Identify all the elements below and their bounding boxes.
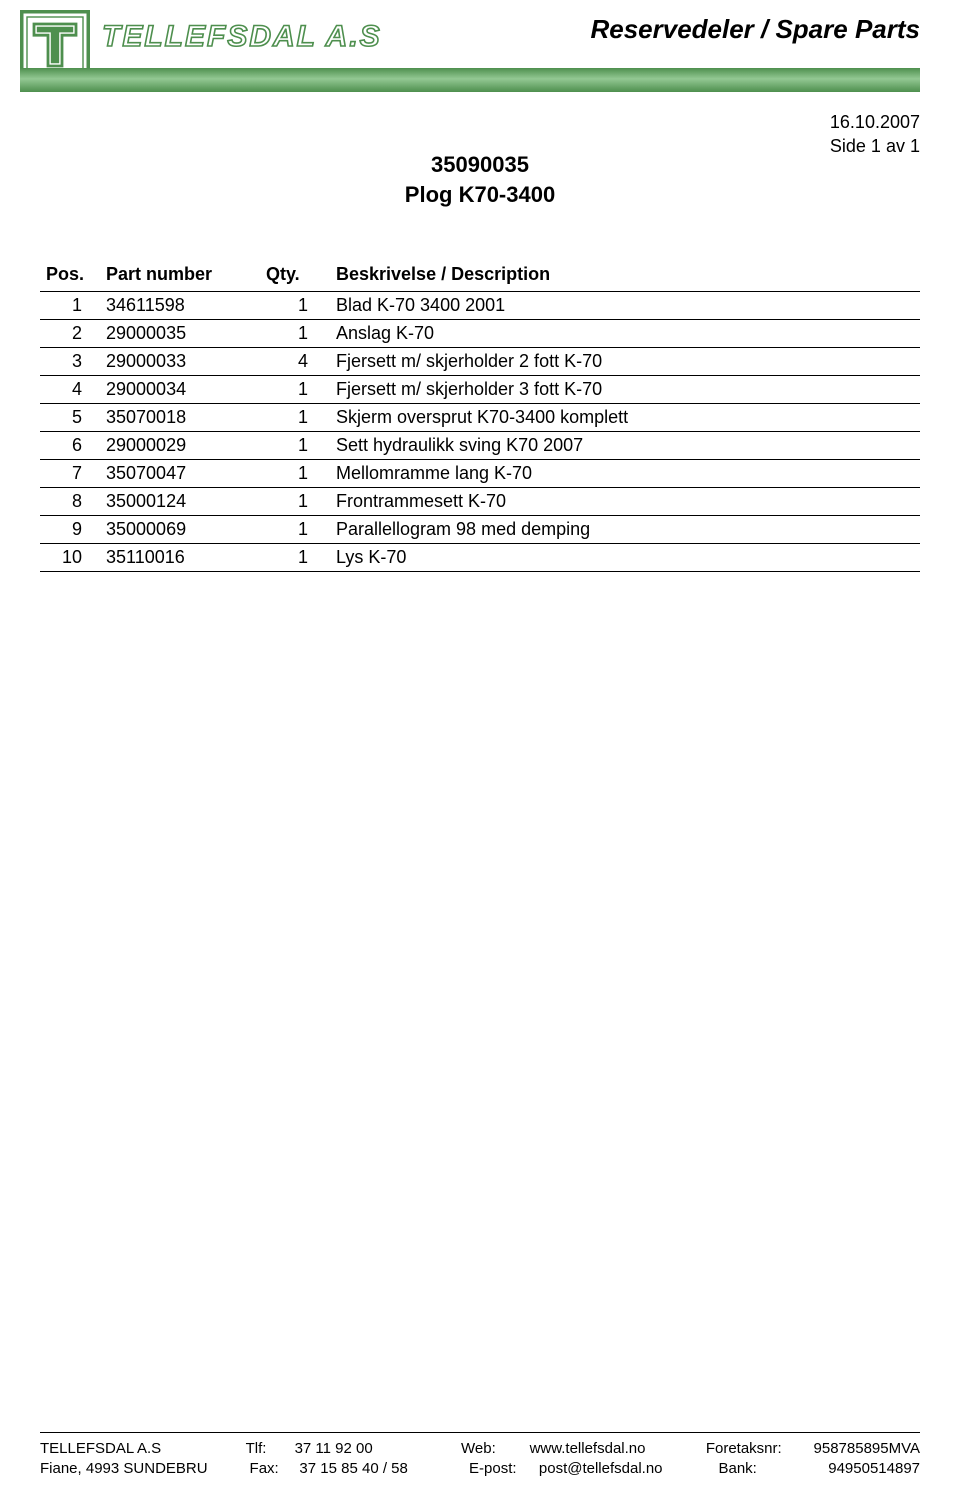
- cell-part: 29000033: [100, 348, 260, 376]
- footer-web-label: Web:: [461, 1439, 530, 1459]
- document-title: Plog K70-3400: [0, 180, 960, 210]
- table-row: 8350001241Frontrammesett K-70: [40, 488, 920, 516]
- cell-qty: 1: [260, 516, 330, 544]
- company-name: TELLEFSDAL A.S: [102, 10, 522, 65]
- table-header-row: Pos. Part number Qty. Beskrivelse / Desc…: [40, 260, 920, 292]
- cell-pos: 9: [40, 516, 100, 544]
- cell-desc: Frontrammesett K-70: [330, 488, 920, 516]
- footer-row-2: Fiane, 4993 SUNDEBRU Fax: 37 15 85 40 / …: [40, 1459, 920, 1479]
- cell-pos: 10: [40, 544, 100, 572]
- cell-desc: Fjersett m/ skjerholder 3 fott K-70: [330, 376, 920, 404]
- footer-web-value: www.tellefsdal.no: [530, 1439, 706, 1459]
- cell-desc: Skjerm oversprut K70-3400 komplett: [330, 404, 920, 432]
- page-footer: TELLEFSDAL A.S Tlf: 37 11 92 00 Web: www…: [0, 1422, 960, 1493]
- footer-email-value: post@tellefsdal.no: [539, 1459, 719, 1479]
- cell-desc: Anslag K-70: [330, 320, 920, 348]
- parts-table-container: Pos. Part number Qty. Beskrivelse / Desc…: [40, 260, 920, 572]
- cell-pos: 3: [40, 348, 100, 376]
- footer-bank-value: 94950514897: [828, 1459, 920, 1479]
- cell-pos: 8: [40, 488, 100, 516]
- cell-desc: Blad K-70 3400 2001: [330, 292, 920, 320]
- footer-address: Fiane, 4993 SUNDEBRU: [40, 1459, 250, 1479]
- cell-qty: 1: [260, 460, 330, 488]
- header-desc: Beskrivelse / Description: [330, 260, 920, 292]
- document-date: 16.10.2007: [830, 110, 920, 134]
- cell-part: 29000035: [100, 320, 260, 348]
- table-row: 4290000341Fjersett m/ skjerholder 3 fott…: [40, 376, 920, 404]
- cell-part: 35070018: [100, 404, 260, 432]
- cell-part: 35110016: [100, 544, 260, 572]
- table-row: 3290000334Fjersett m/ skjerholder 2 fott…: [40, 348, 920, 376]
- header-pos: Pos.: [40, 260, 100, 292]
- table-row: 6290000291Sett hydraulikk sving K70 2007: [40, 432, 920, 460]
- cell-desc: Mellomramme lang K-70: [330, 460, 920, 488]
- header-qty: Qty.: [260, 260, 330, 292]
- footer-bank-label: Bank:: [718, 1459, 828, 1479]
- cell-qty: 1: [260, 404, 330, 432]
- cell-qty: 1: [260, 320, 330, 348]
- header-gradient-bar: [20, 68, 920, 92]
- cell-desc: Fjersett m/ skjerholder 2 fott K-70: [330, 348, 920, 376]
- cell-qty: 1: [260, 432, 330, 460]
- page-title: Reservedeler / Spare Parts: [590, 14, 920, 45]
- page-header: TELLEFSDAL A.S Reservedeler / Spare Part…: [0, 0, 960, 110]
- cell-pos: 4: [40, 376, 100, 404]
- document-number: 35090035: [0, 150, 960, 180]
- footer-org-value: 958785895MVA: [814, 1439, 920, 1459]
- cell-desc: Lys K-70: [330, 544, 920, 572]
- cell-qty: 1: [260, 488, 330, 516]
- footer-row-1: TELLEFSDAL A.S Tlf: 37 11 92 00 Web: www…: [40, 1439, 920, 1459]
- table-row: 7350700471Mellomramme lang K-70: [40, 460, 920, 488]
- footer-divider: [40, 1432, 920, 1433]
- cell-desc: Parallellogram 98 med demping: [330, 516, 920, 544]
- cell-part: 35000069: [100, 516, 260, 544]
- table-row: 5350700181Skjerm oversprut K70-3400 komp…: [40, 404, 920, 432]
- footer-tlf-label: Tlf:: [246, 1439, 295, 1459]
- document-id-block: 35090035 Plog K70-3400: [0, 150, 960, 209]
- cell-qty: 4: [260, 348, 330, 376]
- table-row: 10351100161Lys K-70: [40, 544, 920, 572]
- table-row: 1346115981Blad K-70 3400 2001: [40, 292, 920, 320]
- table-row: 9350000691Parallellogram 98 med demping: [40, 516, 920, 544]
- cell-part: 35000124: [100, 488, 260, 516]
- company-name-text: TELLEFSDAL A.S: [102, 20, 382, 53]
- cell-desc: Sett hydraulikk sving K70 2007: [330, 432, 920, 460]
- footer-fax-label: Fax:: [250, 1459, 300, 1479]
- table-row: 2290000351Anslag K-70: [40, 320, 920, 348]
- cell-qty: 1: [260, 544, 330, 572]
- header-part: Part number: [100, 260, 260, 292]
- cell-pos: 7: [40, 460, 100, 488]
- cell-qty: 1: [260, 376, 330, 404]
- cell-pos: 5: [40, 404, 100, 432]
- cell-pos: 2: [40, 320, 100, 348]
- footer-org-label: Foretaksnr:: [706, 1439, 814, 1459]
- cell-part: 29000029: [100, 432, 260, 460]
- cell-pos: 6: [40, 432, 100, 460]
- cell-part: 35070047: [100, 460, 260, 488]
- cell-qty: 1: [260, 292, 330, 320]
- cell-part: 29000034: [100, 376, 260, 404]
- parts-table: Pos. Part number Qty. Beskrivelse / Desc…: [40, 260, 920, 572]
- footer-fax-value: 37 15 85 40 / 58: [299, 1459, 469, 1479]
- cell-part: 34611598: [100, 292, 260, 320]
- cell-pos: 1: [40, 292, 100, 320]
- footer-tlf-value: 37 11 92 00: [295, 1439, 461, 1459]
- footer-company: TELLEFSDAL A.S: [40, 1439, 246, 1459]
- footer-email-label: E-post:: [469, 1459, 539, 1479]
